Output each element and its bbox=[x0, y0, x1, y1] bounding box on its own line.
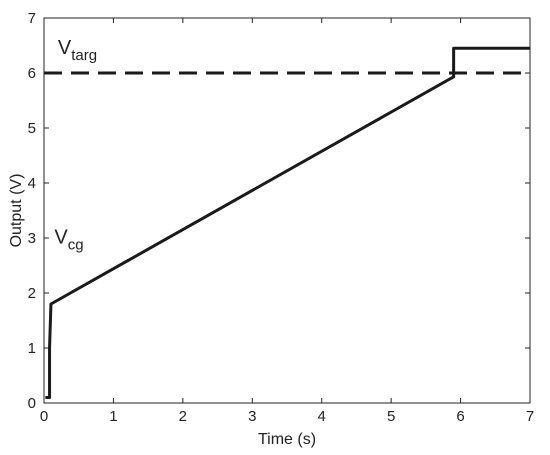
y-tick-label: 0 bbox=[28, 395, 36, 412]
y-tick-label: 3 bbox=[28, 230, 36, 247]
annotation-label: Vtarg bbox=[58, 37, 97, 64]
annotation-main: V bbox=[58, 37, 72, 59]
x-tick-label: 7 bbox=[526, 408, 534, 425]
x-tick-label: 0 bbox=[40, 408, 48, 425]
output-line bbox=[45, 46, 530, 399]
y-axis-ticks: 0 1 2 3 4 5 6 7 bbox=[28, 10, 530, 412]
y-tick-label: 5 bbox=[28, 120, 36, 137]
x-tick-label: 1 bbox=[109, 408, 117, 425]
x-tick-label: 6 bbox=[456, 408, 464, 425]
y-tick-label: 7 bbox=[28, 10, 36, 27]
annotation-subscript: targ bbox=[71, 47, 97, 64]
y-tick-label: 4 bbox=[28, 175, 36, 192]
y-axis-label: Output (V) bbox=[8, 174, 25, 248]
x-tick-label: 3 bbox=[248, 408, 256, 425]
x-tick-label: 4 bbox=[318, 408, 326, 425]
y-tick-label: 1 bbox=[28, 340, 36, 357]
annotation-subscript: cg bbox=[68, 237, 84, 254]
annotation-main: V bbox=[54, 227, 68, 249]
x-tick-label: 2 bbox=[179, 408, 187, 425]
series-layer bbox=[44, 46, 530, 399]
y-tick-label: 2 bbox=[28, 285, 36, 302]
x-axis-label: Time (s) bbox=[258, 431, 316, 448]
plot-frame bbox=[43, 17, 531, 404]
x-tick-label: 5 bbox=[387, 408, 395, 425]
annotation-label: Vcg bbox=[54, 227, 83, 254]
y-tick-label: 6 bbox=[28, 65, 36, 82]
x-axis-ticks: 0 1 2 3 4 5 6 7 bbox=[40, 18, 534, 425]
